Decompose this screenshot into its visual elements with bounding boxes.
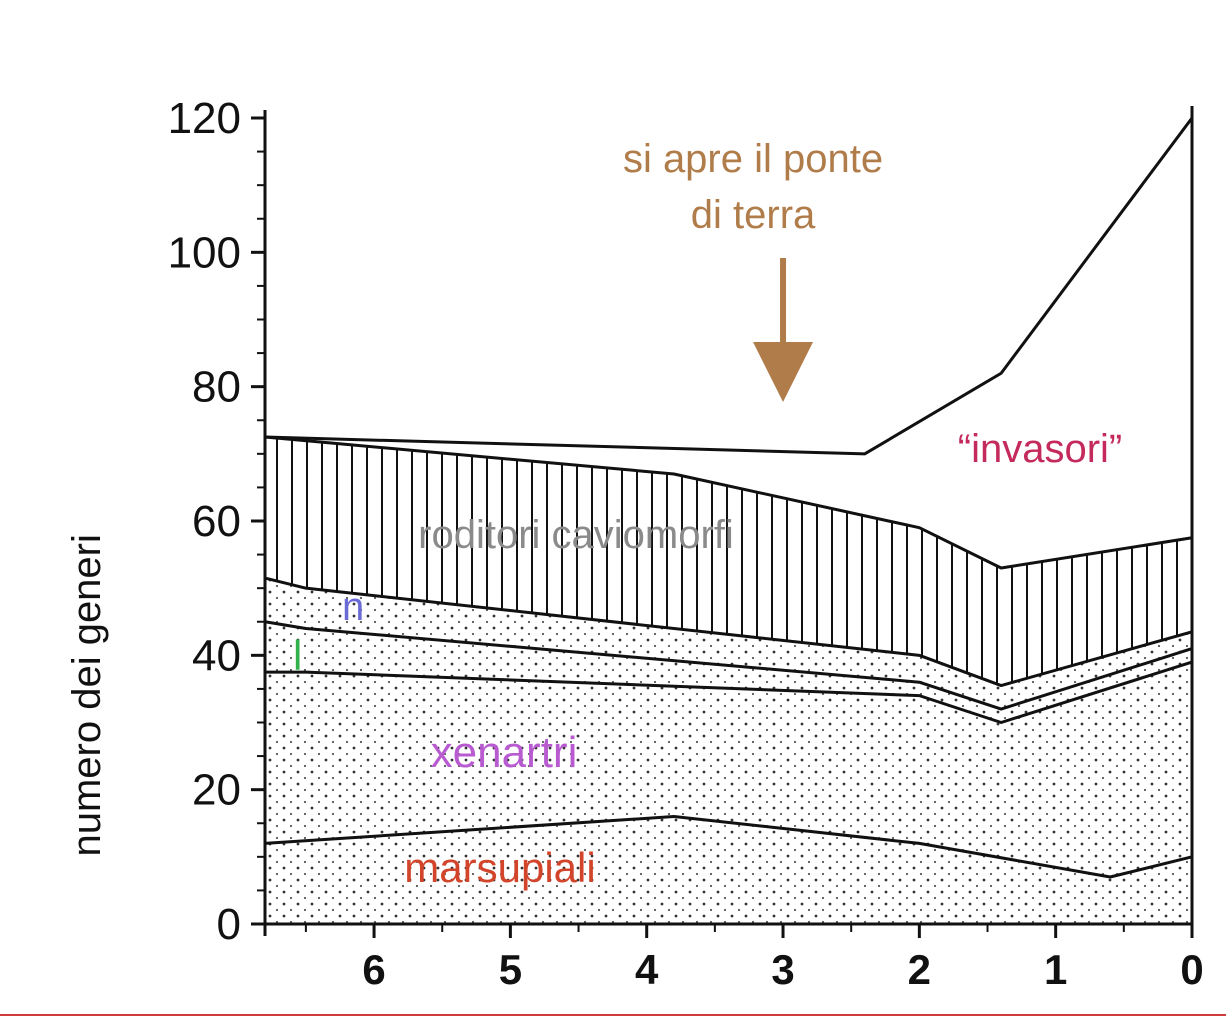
x-tick-label: 3 <box>771 946 794 993</box>
event-annotation-line: si apre il ponte <box>623 137 883 181</box>
fill-roditori-hatch <box>265 437 1192 686</box>
boundary-n <box>264 576 1193 688</box>
bottom-divider <box>0 1014 1226 1016</box>
y-tick-label: 60 <box>192 497 241 546</box>
y-tick-label: 120 <box>168 94 241 143</box>
x-tick-label: 4 <box>635 946 659 993</box>
y-tick-label: 100 <box>168 228 241 277</box>
boundary-xenartri <box>265 660 1193 724</box>
event-annotation-line: di terra <box>691 193 816 237</box>
axes: 0 20 40 60 80 100 120 6 5 4 3 2 1 0 numero dei generi <box>65 94 1204 993</box>
x-tick-label: 0 <box>1180 946 1203 993</box>
roditori-label: roditori caviomorfi <box>418 513 734 557</box>
boundary-l <box>264 620 1193 711</box>
area-fills <box>265 437 1192 924</box>
x-tick-label: 5 <box>499 946 522 993</box>
x-tick-label: 2 <box>908 946 931 993</box>
y-tick-label: 0 <box>217 900 241 949</box>
fill-dotted-region <box>265 578 1192 924</box>
boundary-roditori-caviomorfi <box>264 435 1193 570</box>
xenartri-label: xenartri <box>431 728 578 777</box>
x-tick-label: 6 <box>362 946 385 993</box>
boundary-marsupiali <box>264 815 1193 879</box>
y-tick-label: 40 <box>192 631 241 680</box>
l-label: l <box>293 632 302 679</box>
y-tick-label: 20 <box>192 766 241 815</box>
boundary-invasori <box>264 117 1194 456</box>
n-label: n <box>342 585 364 629</box>
y-tick-label: 80 <box>192 363 241 412</box>
y-axis-title: numero dei generi <box>65 534 109 856</box>
marsupiali-label: marsupiali <box>404 844 595 891</box>
invasori-label: “invasori” <box>958 427 1122 471</box>
labels: si apre il ponte di terra “invasori” rodito… <box>293 137 1122 891</box>
x-tick-label: 1 <box>1044 946 1067 993</box>
